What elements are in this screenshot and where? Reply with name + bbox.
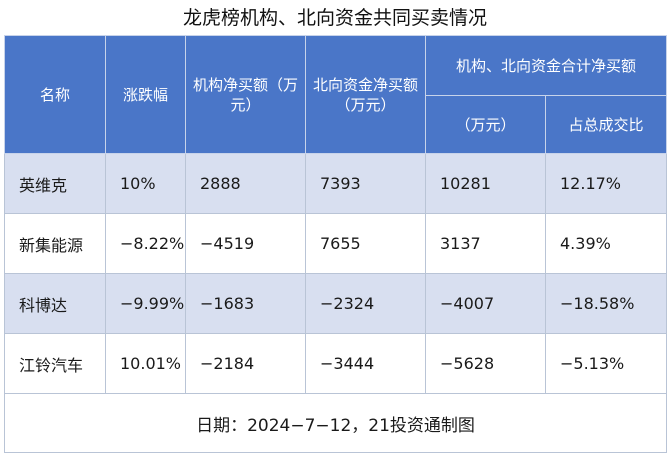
cell-change: −9.99% [105,273,186,334]
cell-north-net: −2324 [305,273,426,334]
header-north-net: 北向资金净买额（万元） [305,35,426,154]
dragon-tiger-table: 名称 涨跌幅 机构净买额（万元） 北向资金净买额（万元） 机构、北向资金合计净买… [3,35,668,453]
table-row: 英维克 10% 2888 7393 10281 12.17% [4,153,668,214]
cell-change: −8.22% [105,213,186,274]
cell-name: 新集能源 [4,213,106,274]
header-combined-unit: （万元） [425,95,546,154]
table-row: 科博达 −9.99% −1683 −2324 −4007 −18.58% [4,273,668,334]
cell-name: 科博达 [4,273,106,334]
header-combined-group: 机构、北向资金合计净买额 [424,35,668,96]
page-title: 龙虎榜机构、北向资金共同买卖情况 [182,7,487,29]
cell-change: 10.01% [105,333,186,394]
header-inst-net: 机构净买额（万元） [185,35,306,154]
cell-ratio: −18.58% [544,273,668,334]
cell-change: 10% [105,153,186,214]
cell-inst-net: −2184 [185,333,306,394]
cell-inst-net: 2888 [185,153,306,214]
header-change: 涨跌幅 [105,35,186,154]
cell-inst-net: −4519 [185,213,306,274]
cell-ratio: −5.13% [544,333,668,394]
cell-combined: 10281 [425,153,546,214]
cell-combined: 3137 [425,213,546,274]
cell-inst-net: −1683 [185,273,306,334]
cell-combined: −5628 [425,333,546,394]
table-footer-caption: 日期：2024−7−12，21投资通制图 [3,393,668,453]
cell-north-net: 7393 [305,153,426,214]
table-row: 江铃汽车 10.01% −2184 −3444 −5628 −5.13% [4,333,668,394]
cell-combined: −4007 [425,273,546,334]
cell-ratio: 12.17% [544,153,668,214]
cell-ratio: 4.39% [544,213,668,274]
header-name: 名称 [4,35,106,154]
cell-north-net: −3444 [305,333,426,394]
cell-name: 江铃汽车 [4,333,106,394]
table-row: 新集能源 −8.22% −4519 7655 3137 4.39% [4,213,668,274]
header-ratio: 占总成交比 [544,95,668,154]
cell-name: 英维克 [4,153,106,214]
cell-north-net: 7655 [305,213,426,274]
